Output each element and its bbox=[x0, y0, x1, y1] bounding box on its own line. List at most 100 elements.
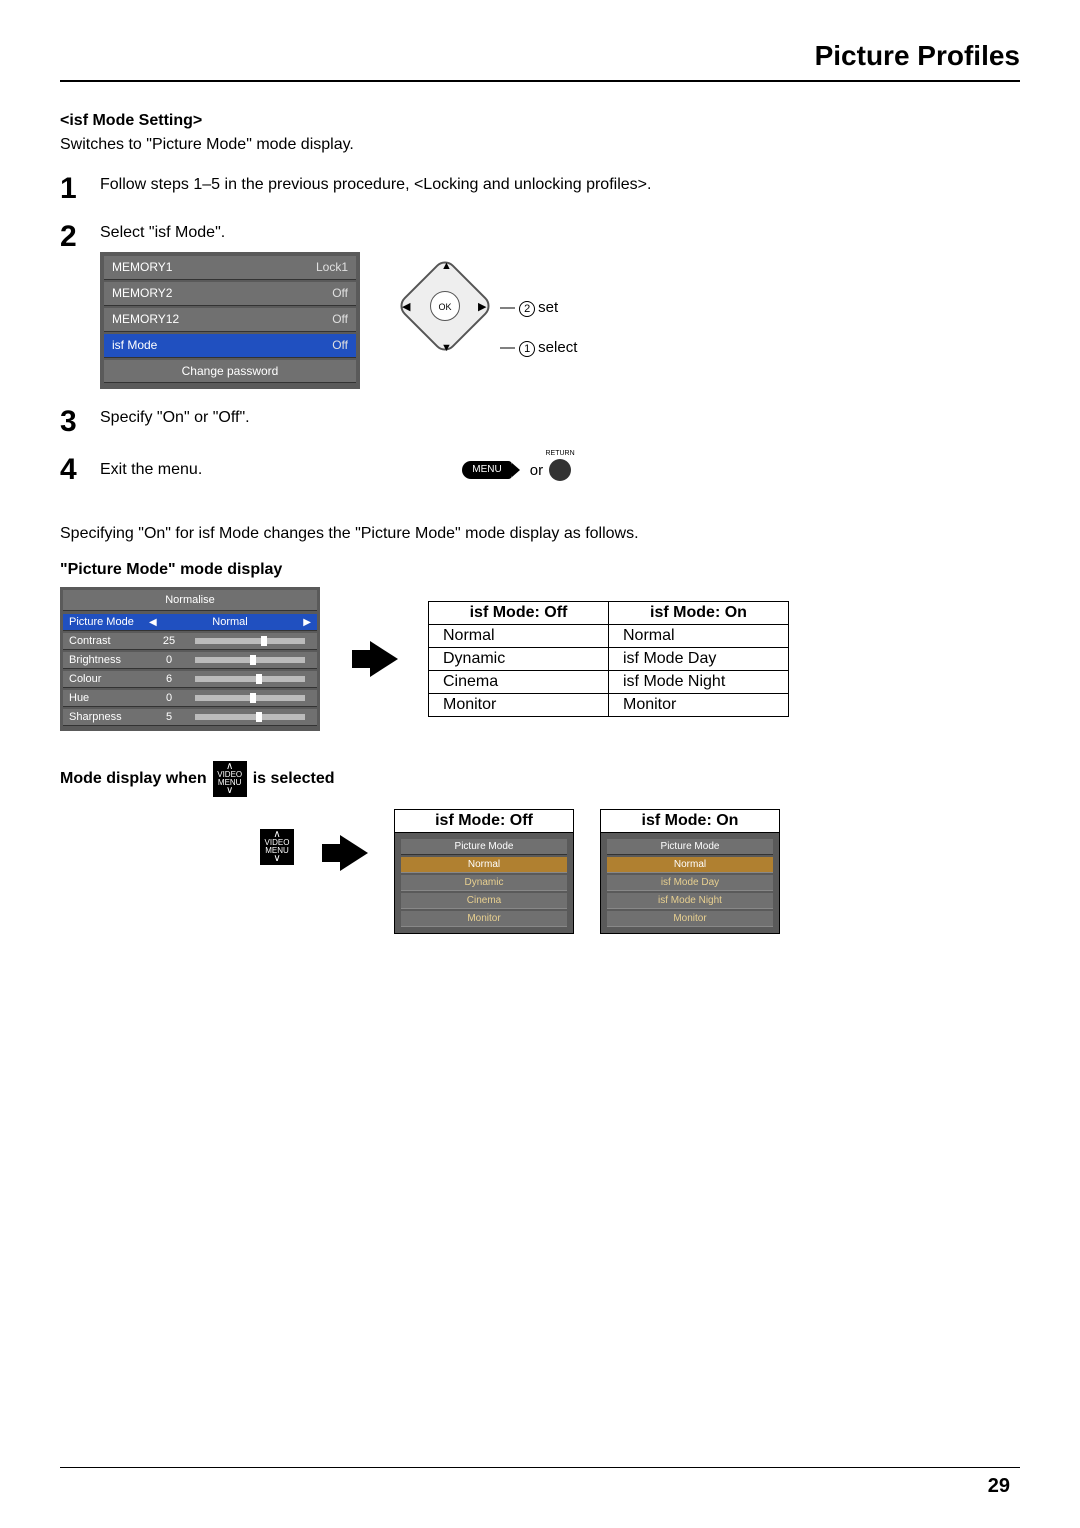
slider-icon bbox=[195, 676, 305, 682]
picture-mode-panel: Normalise Picture Mode ◀ Normal ▶ Contra… bbox=[60, 587, 320, 731]
pm-row-contrast[interactable]: Contrast 25 bbox=[63, 633, 317, 650]
pm-value: 0 bbox=[149, 692, 189, 704]
pm-label: Picture Mode bbox=[69, 616, 149, 628]
table-head-on: isf Mode: On bbox=[609, 602, 789, 625]
step-text: Follow steps 1–5 in the previous procedu… bbox=[100, 174, 1020, 196]
step-4: 4 Exit the menu. MENU or RETURN bbox=[60, 455, 1020, 485]
menu-label: MEMORY12 bbox=[112, 311, 179, 328]
pm-label: Brightness bbox=[69, 654, 149, 666]
menu-button-icon: MENU bbox=[462, 461, 511, 479]
title-rule bbox=[60, 80, 1020, 82]
or-label: or bbox=[530, 460, 543, 481]
menu-value: Off bbox=[332, 337, 348, 354]
sub2-post: is selected bbox=[253, 770, 335, 788]
profile-lock-menu: MEMORY1 Lock1 MEMORY2 Off MEMORY12 Off i… bbox=[100, 252, 360, 389]
slider-icon bbox=[195, 657, 305, 663]
page-title: Picture Profiles bbox=[60, 40, 1020, 72]
vm-head-off: isf Mode: Off bbox=[394, 809, 574, 832]
table-row: Cinemaisf Mode Night bbox=[429, 671, 789, 694]
circled-1-icon: 1 bbox=[519, 341, 535, 357]
explain-paragraph: Specifying "On" for isf Mode changes the… bbox=[60, 525, 1020, 543]
vm-head-on: isf Mode: On bbox=[600, 809, 780, 832]
table-row: NormalNormal bbox=[429, 625, 789, 648]
step-text: Select "isf Mode". bbox=[100, 222, 1020, 244]
vm-title: Picture Mode bbox=[401, 839, 567, 855]
video-menu-button-icon: ∧ VIDEO MENU ∨ bbox=[260, 829, 294, 865]
vm-item[interactable]: Dynamic bbox=[401, 875, 567, 891]
mode-display-heading: Mode display when ∧ VIDEO MENU ∨ is sele… bbox=[60, 761, 1020, 797]
slider-icon bbox=[195, 638, 305, 644]
pm-row-picture-mode[interactable]: Picture Mode ◀ Normal ▶ bbox=[63, 614, 317, 631]
comparison-table: isf Mode: Off isf Mode: On NormalNormal … bbox=[428, 601, 789, 717]
select-label: — 1select bbox=[500, 337, 577, 358]
vm-on-column: isf Mode: On Picture Mode Normal isf Mod… bbox=[600, 809, 780, 934]
menu-label: Change password bbox=[182, 363, 279, 380]
nav-cluster: OK ▲ ▼ ◀ ▶ — 2set — 1select bbox=[400, 261, 580, 381]
vm-item[interactable]: Cinema bbox=[401, 893, 567, 909]
pm-label: Contrast bbox=[69, 635, 149, 647]
vm-item[interactable]: Monitor bbox=[401, 911, 567, 927]
down-arrow-icon: ▼ bbox=[441, 341, 452, 356]
step-text: Exit the menu. bbox=[100, 459, 202, 481]
slider-icon bbox=[195, 714, 305, 720]
step-num: 2 bbox=[60, 222, 100, 252]
left-arrow-icon: ◀ bbox=[402, 300, 410, 315]
step-text: Specify "On" or "Off". bbox=[100, 407, 1020, 429]
slider-icon bbox=[195, 695, 305, 701]
step-num: 1 bbox=[60, 174, 100, 204]
ok-button-icon: OK bbox=[430, 291, 460, 321]
step-num: 4 bbox=[60, 455, 100, 485]
pm-value: 0 bbox=[149, 654, 189, 666]
menu-row-memory1[interactable]: MEMORY1 Lock1 bbox=[104, 256, 356, 280]
pm-row-colour[interactable]: Colour 6 bbox=[63, 671, 317, 688]
isf-heading: <isf Mode Setting> bbox=[60, 112, 1020, 130]
pm-row-brightness[interactable]: Brightness 0 bbox=[63, 652, 317, 669]
circled-2-icon: 2 bbox=[519, 301, 535, 317]
vm-item[interactable]: isf Mode Night bbox=[607, 893, 773, 909]
table-row: MonitorMonitor bbox=[429, 694, 789, 717]
pm-value: 5 bbox=[149, 711, 189, 723]
arrow-right-icon bbox=[340, 835, 368, 871]
pm-heading: "Picture Mode" mode display bbox=[60, 561, 1020, 579]
up-arrow-icon: ▲ bbox=[441, 259, 452, 274]
right-tri-icon: ▶ bbox=[303, 617, 311, 628]
menu-row-change-password[interactable]: Change password bbox=[104, 360, 356, 384]
arrow-right-icon bbox=[370, 641, 398, 677]
return-label: RETURN bbox=[545, 449, 574, 459]
menu-row-memory2[interactable]: MEMORY2 Off bbox=[104, 282, 356, 306]
menu-label: MEMORY1 bbox=[112, 259, 172, 276]
return-button-icon: RETURN bbox=[549, 459, 571, 481]
step-num: 3 bbox=[60, 407, 100, 437]
pm-value: Normal bbox=[157, 616, 304, 628]
menu-label: MEMORY2 bbox=[112, 285, 172, 302]
pm-label: Colour bbox=[69, 673, 149, 685]
isf-intro: Switches to "Picture Mode" mode display. bbox=[60, 136, 1020, 154]
table-row: Dynamicisf Mode Day bbox=[429, 648, 789, 671]
menu-value: Lock1 bbox=[316, 259, 348, 276]
pm-row-hue[interactable]: Hue 0 bbox=[63, 690, 317, 707]
right-arrow-icon: ▶ bbox=[478, 300, 486, 315]
pm-value: 25 bbox=[149, 635, 189, 647]
menu-row-isfmode[interactable]: isf Mode Off bbox=[104, 334, 356, 358]
menu-row-memory12[interactable]: MEMORY12 Off bbox=[104, 308, 356, 332]
pm-row-sharpness[interactable]: Sharpness 5 bbox=[63, 709, 317, 726]
vm-title: Picture Mode bbox=[607, 839, 773, 855]
vm-off-column: isf Mode: Off Picture Mode Normal Dynami… bbox=[394, 809, 574, 934]
vm-item[interactable]: Normal bbox=[401, 857, 567, 873]
vm-item[interactable]: isf Mode Day bbox=[607, 875, 773, 891]
menu-value: Off bbox=[332, 311, 348, 328]
set-label: — 2set bbox=[500, 297, 558, 318]
menu-label: isf Mode bbox=[112, 337, 157, 354]
footer-rule bbox=[60, 1467, 1020, 1468]
step-1: 1 Follow steps 1–5 in the previous proce… bbox=[60, 174, 1020, 204]
pm-label: Hue bbox=[69, 692, 149, 704]
sub2-pre: Mode display when bbox=[60, 770, 207, 788]
pm-value: 6 bbox=[149, 673, 189, 685]
vm-item[interactable]: Normal bbox=[607, 857, 773, 873]
step-2: 2 Select "isf Mode". MEMORY1 Lock1 MEMOR… bbox=[60, 222, 1020, 389]
normalise-button[interactable]: Normalise bbox=[63, 590, 317, 611]
video-menu-button-icon: ∧ VIDEO MENU ∨ bbox=[213, 761, 247, 797]
left-tri-icon: ◀ bbox=[149, 617, 157, 628]
vm-item[interactable]: Monitor bbox=[607, 911, 773, 927]
menu-value: Off bbox=[332, 285, 348, 302]
